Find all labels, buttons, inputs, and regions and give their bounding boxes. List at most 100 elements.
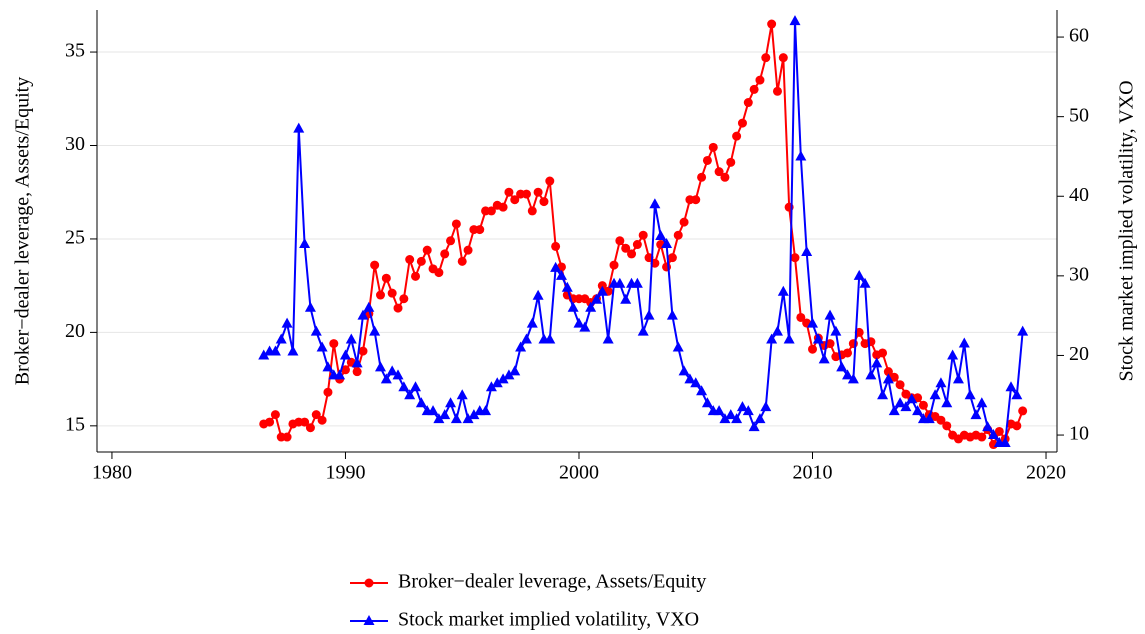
y2-tick-label: 60 <box>1069 25 1089 47</box>
marker <box>503 369 515 380</box>
marker <box>269 345 281 356</box>
marker <box>457 256 467 266</box>
marker <box>748 421 760 432</box>
marker <box>485 381 497 392</box>
marker <box>509 365 521 376</box>
marker <box>316 341 328 352</box>
marker <box>609 260 619 270</box>
marker <box>369 325 381 336</box>
marker <box>462 413 474 424</box>
marker <box>736 401 748 412</box>
marker <box>859 277 871 288</box>
marker <box>662 262 672 272</box>
y2-tick-label: 30 <box>1069 263 1089 285</box>
marker <box>696 385 708 396</box>
marker <box>363 301 375 312</box>
marker <box>661 238 673 249</box>
marker <box>304 301 316 312</box>
marker <box>999 437 1011 448</box>
x-tick-label: 1990 <box>325 462 365 484</box>
marker <box>982 421 994 432</box>
marker <box>964 389 976 400</box>
y2-tick-label: 20 <box>1069 343 1089 365</box>
marker <box>673 230 683 240</box>
marker <box>795 150 807 161</box>
marker <box>475 225 485 235</box>
marker <box>643 309 655 320</box>
marker <box>894 397 906 408</box>
marker <box>789 15 801 26</box>
marker <box>737 118 747 128</box>
marker <box>632 240 642 250</box>
marker <box>796 312 806 322</box>
x-tick-label: 2010 <box>793 462 833 484</box>
marker <box>743 98 753 108</box>
marker <box>883 367 893 377</box>
marker <box>865 369 877 380</box>
marker <box>323 387 333 397</box>
marker <box>433 413 445 424</box>
marker <box>311 410 321 420</box>
marker <box>667 253 677 263</box>
marker <box>527 206 537 216</box>
y2-tick-label: 10 <box>1069 423 1089 445</box>
marker <box>416 256 426 266</box>
marker <box>771 325 783 336</box>
marker <box>282 432 292 442</box>
marker <box>778 53 788 63</box>
marker <box>878 348 888 358</box>
marker <box>830 325 842 336</box>
marker <box>843 348 853 358</box>
marker <box>731 413 743 424</box>
marker <box>936 415 946 425</box>
marker <box>690 377 702 388</box>
marker <box>812 333 824 344</box>
marker <box>339 349 351 360</box>
marker <box>755 75 765 85</box>
marker <box>463 245 473 255</box>
marker <box>305 423 315 433</box>
marker <box>573 317 585 328</box>
marker <box>929 389 941 400</box>
marker <box>790 253 800 263</box>
marker <box>749 84 759 94</box>
marker <box>923 413 935 424</box>
marker <box>977 432 987 442</box>
marker <box>357 309 369 320</box>
marker <box>627 249 637 259</box>
y-tick-label: 20 <box>65 320 85 342</box>
marker <box>958 337 970 348</box>
marker <box>760 401 772 412</box>
marker <box>422 245 432 255</box>
marker <box>533 187 543 197</box>
marker <box>772 86 782 96</box>
marker <box>801 245 813 256</box>
marker <box>761 53 771 63</box>
marker <box>889 372 899 382</box>
marker <box>942 421 952 431</box>
marker <box>545 176 555 186</box>
marker <box>539 197 549 207</box>
marker <box>398 381 410 392</box>
marker <box>375 290 385 300</box>
marker <box>726 157 736 167</box>
marker <box>532 289 544 300</box>
y-axis-title: Broker−dealer leverage, Assets/Equity <box>12 77 34 385</box>
marker <box>387 288 397 298</box>
marker <box>450 413 462 424</box>
marker <box>427 405 439 416</box>
marker <box>281 317 293 328</box>
marker <box>415 397 427 408</box>
marker <box>871 357 883 368</box>
marker <box>393 303 403 313</box>
marker <box>491 377 503 388</box>
marker <box>783 333 795 344</box>
marker <box>265 417 275 427</box>
marker <box>976 397 988 408</box>
marker <box>451 219 461 229</box>
x-tick-label: 2020 <box>1026 462 1066 484</box>
marker <box>515 341 527 352</box>
marker <box>877 389 889 400</box>
marker <box>329 339 339 349</box>
marker <box>590 293 602 304</box>
